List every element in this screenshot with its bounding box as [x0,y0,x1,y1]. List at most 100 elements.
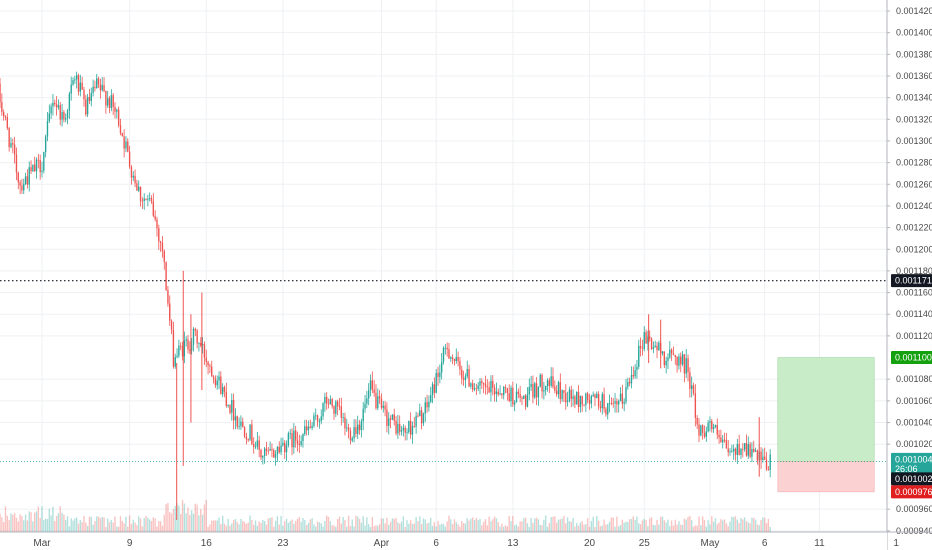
candle-body [656,345,658,351]
volume-bar [260,522,262,532]
volume-bar [756,524,759,532]
candle-body [689,372,691,389]
volume-bar [579,522,582,532]
volume-bar [48,508,50,532]
volume-bar [77,523,80,532]
candle-body [107,98,109,106]
candle-body [165,261,167,290]
candle-body [661,351,664,354]
volume-bar [285,518,288,532]
candle-body [415,415,417,427]
volume-bar [331,525,333,532]
volume-bar [307,522,310,532]
candle-body [2,112,5,117]
candle-body [400,430,403,432]
time-axis[interactable]: Mar 9 16 23 Apr 6 13 20 25 May 6 11 1 [0,531,932,550]
volume-bar [183,503,186,532]
volume-bar [701,516,704,532]
volume-bar [630,519,633,532]
candle-body [83,89,85,100]
candle-body [231,399,233,413]
candle-body [26,176,29,185]
volume-bar [128,515,131,532]
candle-body [216,380,218,386]
candle-body [273,450,275,458]
candle-body [437,372,439,377]
candle-body [249,424,251,440]
candle-body [81,82,83,90]
candle-body [501,393,503,396]
candle-body [380,398,383,408]
candle-body [546,380,549,387]
volume-bar [546,526,549,532]
candle-body [402,427,405,431]
candle-body [630,374,633,384]
volume-bar [694,525,697,532]
candle-body [601,394,603,409]
time-tick-label: 25 [639,538,651,549]
volume-bar [415,517,417,532]
volume-bar [559,519,561,532]
volume-bar [159,521,162,532]
candle-body [685,358,687,374]
candle-body [455,356,457,362]
candle-body [377,396,379,409]
candle-body [725,439,728,449]
price-tick-label: 0.001020 [896,439,932,449]
volume-bar [731,516,733,532]
volume-bar [170,513,173,532]
volume-bar [767,518,770,532]
volume-bar [479,518,481,532]
candle-body [15,154,18,173]
volume-bar [561,518,563,532]
volume-bar [141,526,144,532]
volume-bar [138,516,140,532]
candle-body [765,459,768,470]
volume-bar [720,519,722,532]
volume-bar [409,520,412,532]
candle-body [294,430,297,441]
volume-bar [253,524,255,532]
candle-body [366,398,368,404]
candle-body [486,386,488,388]
volume-bar [65,519,67,532]
volume-bar [395,518,397,532]
candle-body [552,376,554,387]
volume-bar [541,525,543,532]
candle-body [440,361,443,373]
volume-bar [97,516,100,532]
candle-body [707,422,709,432]
candle-body [13,144,16,155]
candle-body [654,345,656,348]
candle-body [211,366,213,377]
volume-bar [265,524,268,532]
volume-bar [384,523,386,532]
candle-body [424,402,426,414]
candle-body [397,423,399,434]
volume-bar [227,518,229,532]
candle-body [293,430,295,448]
volume-bar [304,520,306,532]
candle-body [59,105,61,120]
volume-bar [154,518,156,532]
candle-body [147,198,149,200]
candle-body [495,391,498,395]
candle-body [63,112,65,120]
candle-body [117,109,120,126]
volume-bar [734,516,737,532]
volume-bar [112,522,114,532]
candle-body [435,372,437,393]
volume-bar [534,518,536,532]
candle-body [389,418,392,420]
long-position-tool[interactable] [777,357,875,493]
volume-bar [110,520,113,532]
candle-body [110,95,113,108]
candle-body [185,339,187,341]
volume-bar [274,520,277,532]
volume-bar [59,506,61,532]
candle-body [417,415,419,417]
volume-bar [762,517,764,532]
candle-body [238,426,240,427]
